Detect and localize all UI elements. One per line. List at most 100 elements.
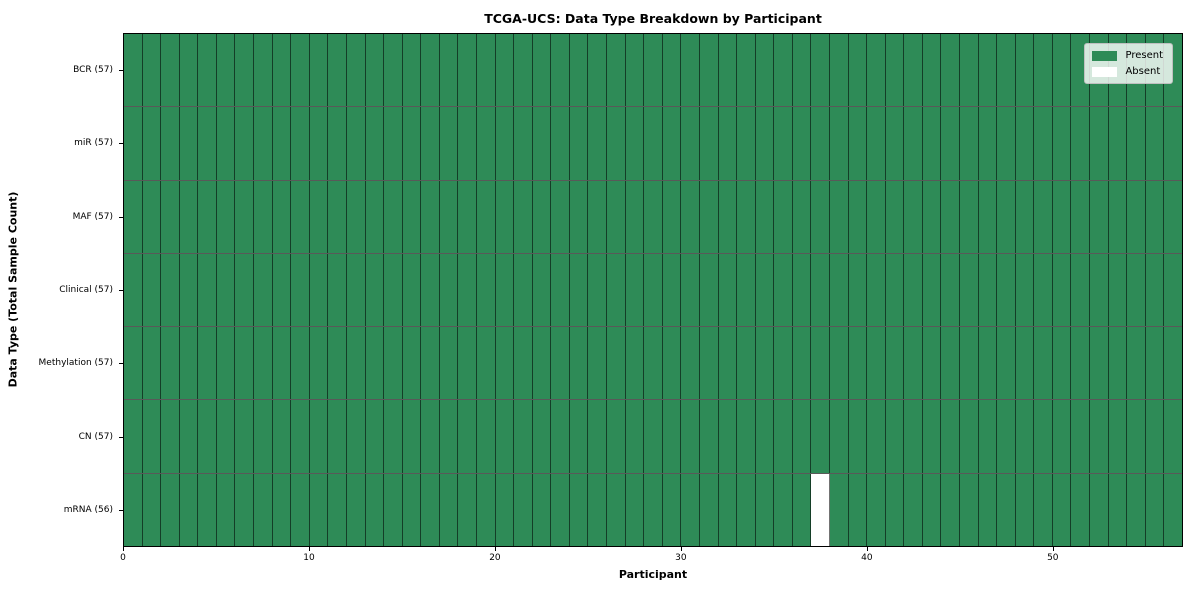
heatmap-cell (588, 34, 608, 107)
heatmap-cell (1108, 400, 1128, 473)
heatmap-cell (774, 107, 793, 180)
heatmap-cell (644, 473, 663, 546)
heatmap-cell (291, 107, 310, 180)
heatmap-cell (1034, 327, 1053, 400)
heatmap-cell (365, 107, 385, 180)
heatmap-cell (997, 327, 1016, 400)
heatmap-cell (644, 400, 663, 473)
heatmap-cell (365, 400, 385, 473)
heatmap-cell (439, 473, 459, 546)
heatmap-cell (216, 473, 236, 546)
heatmap-cell (402, 180, 422, 253)
heatmap-cell (365, 327, 385, 400)
heatmap-cell (718, 473, 738, 546)
y-tick-label: MAF (57) (72, 211, 113, 222)
heatmap-cell (346, 180, 366, 253)
heatmap-cell (235, 180, 255, 253)
heatmap-cell (941, 107, 961, 180)
legend-swatch (1092, 66, 1118, 77)
heatmap-cell (755, 327, 775, 400)
heatmap-cell (569, 473, 589, 546)
heatmap-cell (922, 107, 942, 180)
heatmap-cell (309, 107, 329, 180)
heatmap-row-cn (124, 400, 1182, 474)
heatmap-cell (1052, 400, 1072, 473)
heatmap-cell (402, 473, 422, 546)
heatmap-cell (291, 253, 310, 327)
heatmap-cell (718, 253, 738, 327)
heatmap-cell (1145, 400, 1165, 473)
heatmap-cell (699, 473, 719, 546)
heatmap-cell (755, 473, 775, 546)
heatmap-cell (885, 327, 905, 400)
heatmap-cell (941, 253, 961, 327)
heatmap-cell (291, 34, 310, 107)
heatmap-cell (1052, 253, 1072, 327)
heatmap-cell (551, 473, 570, 546)
heatmap-cell (922, 34, 942, 107)
heatmap-cell (476, 34, 496, 107)
heatmap-cell (254, 473, 273, 546)
heatmap-cell (421, 327, 440, 400)
heatmap-cell (681, 400, 700, 473)
heatmap-cell (235, 473, 255, 546)
heatmap-cell (848, 253, 868, 327)
heatmap-cell (161, 253, 180, 327)
heatmap-cell (1127, 473, 1146, 546)
heatmap-cell (421, 400, 440, 473)
heatmap-cell (551, 107, 570, 180)
heatmap-cell (1034, 34, 1053, 107)
heatmap-cell (755, 34, 775, 107)
heatmap-cell (272, 473, 292, 546)
heatmap-cell (346, 34, 366, 107)
heatmap-cell (792, 400, 812, 473)
heatmap-cell (272, 180, 292, 253)
legend-label: Absent (1125, 66, 1161, 77)
legend-swatch (1092, 50, 1118, 61)
heatmap-cell (699, 180, 719, 253)
heatmap-cell (848, 107, 868, 180)
heatmap-cell (662, 34, 682, 107)
heatmap-cell (532, 107, 552, 180)
heatmap-cell (829, 253, 849, 327)
heatmap-cell (867, 473, 886, 546)
heatmap-cell (495, 180, 515, 253)
heatmap-cell (272, 327, 292, 400)
heatmap-cell (235, 34, 255, 107)
heatmap-cell (309, 180, 329, 253)
heatmap-cell (922, 180, 942, 253)
x-tick-mark (1052, 547, 1054, 551)
heatmap-cell (848, 34, 868, 107)
heatmap-cell (941, 180, 961, 253)
heatmap-cell (718, 34, 738, 107)
heatmap-cell (1145, 473, 1165, 546)
heatmap-cell (384, 253, 403, 327)
heatmap-cell (718, 107, 738, 180)
heatmap-cell (829, 107, 849, 180)
heatmap-cell (922, 327, 942, 400)
heatmap-cell (829, 400, 849, 473)
heatmap-cell (1108, 107, 1128, 180)
heatmap-cell (699, 253, 719, 327)
heatmap-cell (254, 400, 273, 473)
heatmap-cell (607, 473, 626, 546)
heatmap-cell (867, 34, 886, 107)
heatmap-cell (198, 34, 217, 107)
heatmap-cell (904, 253, 923, 327)
heatmap-cell (792, 34, 812, 107)
heatmap-cell (346, 327, 366, 400)
x-tick-label: 0 (120, 553, 126, 563)
heatmap-cell (1164, 327, 1182, 400)
y-tick-mark (119, 216, 123, 218)
x-tick-label: 30 (675, 553, 687, 563)
heatmap-cell (198, 400, 217, 473)
heatmap-cell (607, 34, 626, 107)
heatmap-cell (402, 253, 422, 327)
heatmap-cell (532, 253, 552, 327)
heatmap-cell (904, 107, 923, 180)
heatmap-cell (328, 180, 347, 253)
heatmap-cell (551, 400, 570, 473)
heatmap-cell (439, 253, 459, 327)
heatmap-cell (1164, 473, 1182, 546)
heatmap-cell (179, 327, 199, 400)
